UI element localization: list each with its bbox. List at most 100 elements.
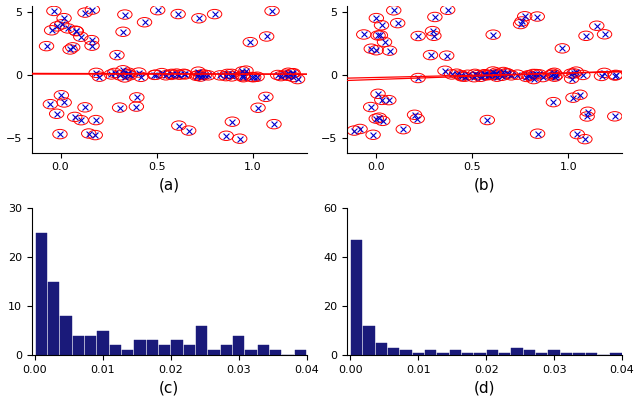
Point [523,72,533,79]
Point [68,44,78,51]
Point [52,111,62,117]
Point [371,115,381,122]
Point [480,72,490,79]
Point [479,71,490,78]
Point [245,39,255,45]
Point [49,8,59,14]
Point [269,121,279,128]
Point [140,19,150,25]
Point [551,72,561,79]
Point [582,109,593,115]
Bar [172,340,182,355]
Point [580,136,590,142]
Point [517,18,527,25]
Point [492,73,502,80]
Point [457,73,467,80]
Point [522,74,532,80]
Point [456,72,466,79]
Point [288,70,298,76]
Point [131,103,141,110]
Point [76,34,86,40]
Point [94,73,104,80]
Point [349,128,360,134]
Point [237,72,248,79]
Point [84,130,94,137]
Point [376,22,387,28]
Point [184,128,194,134]
Point [566,75,577,82]
Point [71,28,81,34]
Point [460,73,470,80]
Point [355,126,365,132]
Point [179,71,189,77]
X-axis label: (b): (b) [474,178,495,193]
Point [55,131,65,137]
Point [237,73,248,79]
Point [118,28,128,35]
Bar [364,326,374,355]
Point [120,11,130,18]
Point [149,72,159,78]
Point [482,117,492,123]
Point [476,73,486,80]
Point [221,73,231,79]
Bar [270,350,282,355]
Bar [610,353,621,355]
Point [569,70,579,77]
Bar [209,350,220,355]
Point [547,71,557,77]
Point [221,133,231,139]
Point [80,104,90,111]
Bar [573,353,584,355]
Point [87,6,97,13]
Point [428,28,438,34]
Bar [413,353,424,355]
Point [492,71,502,77]
Point [488,31,499,38]
Point [157,70,167,76]
Point [288,74,298,80]
Point [472,72,483,78]
Point [512,71,522,78]
Point [115,104,125,111]
Bar [561,353,572,355]
Point [578,72,588,78]
Point [150,71,161,78]
Point [575,91,585,98]
Bar [48,282,60,355]
Bar [511,348,523,355]
Bar [351,240,362,355]
Point [501,70,511,76]
Point [452,71,462,77]
Point [76,117,86,124]
Bar [134,340,146,355]
Point [538,74,548,80]
Point [610,72,620,79]
Point [90,132,100,138]
Point [491,69,501,76]
Point [392,20,403,26]
Point [503,71,513,77]
Point [442,53,452,59]
Point [203,72,213,79]
Point [358,31,369,38]
Point [238,74,248,81]
Point [56,92,67,99]
Point [515,21,525,27]
Bar [487,350,498,355]
Point [528,71,538,77]
Point [287,70,297,77]
Point [209,11,220,17]
Point [366,45,376,52]
Point [91,117,101,123]
Point [568,95,578,101]
Point [180,71,190,78]
Point [506,72,516,79]
Bar [109,345,121,355]
Point [120,74,130,81]
Point [173,11,183,17]
Point [260,94,271,100]
Point [572,131,582,138]
Point [546,72,556,78]
Point [194,15,204,22]
